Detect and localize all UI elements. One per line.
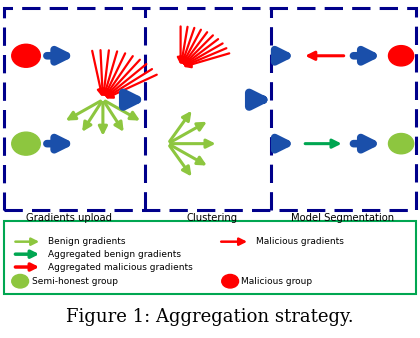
Circle shape: [12, 274, 29, 288]
Text: Malicious group: Malicious group: [241, 277, 312, 286]
Text: Semi-honest group: Semi-honest group: [32, 277, 118, 286]
Bar: [4, 8, 416, 210]
Circle shape: [388, 46, 414, 66]
Text: Aggregated benign gradients: Aggregated benign gradients: [48, 250, 181, 259]
Text: Benign gradients: Benign gradients: [48, 237, 126, 246]
Circle shape: [388, 134, 414, 154]
Text: Model Segmentation: Model Segmentation: [291, 213, 394, 223]
Text: Aggregated malicious gradients: Aggregated malicious gradients: [48, 263, 193, 271]
Text: Malicious gradients: Malicious gradients: [256, 237, 344, 246]
Text: Gradients upload: Gradients upload: [26, 213, 112, 223]
Text: Clustering: Clustering: [186, 213, 238, 223]
Bar: [4, 221, 416, 294]
Circle shape: [222, 274, 239, 288]
Circle shape: [12, 132, 40, 155]
Circle shape: [12, 44, 40, 67]
Text: Figure 1: Aggregation strategy.: Figure 1: Aggregation strategy.: [66, 308, 354, 326]
